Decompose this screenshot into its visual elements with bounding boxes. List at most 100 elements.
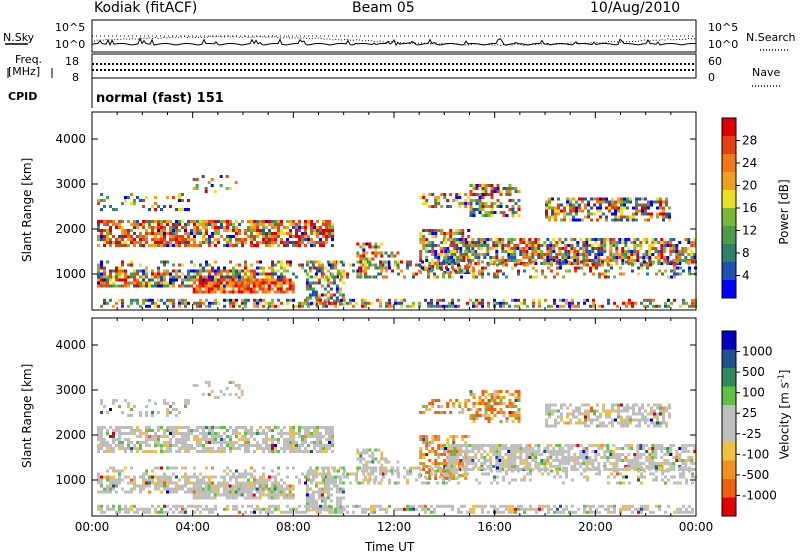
- power-cell: [210, 290, 214, 294]
- velocity-cell: [145, 435, 148, 438]
- velocity-cell: [103, 444, 106, 447]
- power-cell: [346, 272, 349, 276]
- power-cell: [219, 184, 223, 187]
- power-cell: [558, 250, 562, 253]
- power-cell: [439, 298, 442, 302]
- power-cell: [646, 298, 649, 302]
- power-cell: [241, 238, 244, 241]
- power-cell: [691, 304, 694, 308]
- power-cell: [316, 235, 319, 238]
- velocity-cell: [127, 490, 130, 494]
- power-cell: [514, 263, 517, 267]
- power-cell: [457, 266, 460, 270]
- power-cell: [222, 290, 226, 294]
- power-cell: [510, 250, 514, 253]
- power-cell: [374, 245, 378, 249]
- power-cell: [563, 218, 566, 222]
- velocity-cell: [124, 475, 127, 479]
- velocity-cell: [675, 459, 679, 462]
- power-cell: [481, 266, 484, 270]
- power-cell: [271, 235, 274, 238]
- velocity-cell: [232, 447, 235, 450]
- power-cell: [640, 301, 643, 305]
- velocity-cell: [606, 468, 610, 471]
- power-cell: [301, 263, 304, 267]
- velocity-cell: [519, 453, 523, 456]
- power-cell: [484, 184, 488, 187]
- power-cell: [289, 235, 292, 238]
- velocity-cell: [519, 444, 523, 447]
- velocity-cell: [166, 426, 169, 429]
- velocity-cell: [675, 450, 679, 453]
- power-cell: [163, 220, 166, 223]
- velocity-cell: [684, 450, 688, 453]
- velocity-cell: [213, 490, 217, 494]
- velocity-cell: [154, 481, 157, 485]
- velocity-cell: [211, 435, 214, 438]
- power-cell: [320, 293, 324, 297]
- power-cell: [364, 263, 367, 267]
- power-cell: [436, 260, 439, 264]
- power-cell: [505, 205, 509, 208]
- power-cell: [229, 304, 232, 308]
- velocity-cell: [268, 478, 271, 482]
- velocity-cell: [115, 438, 118, 441]
- power-cell: [505, 193, 509, 196]
- velocity-cell: [490, 405, 494, 408]
- power-cell: [644, 218, 647, 222]
- velocity-cell: [178, 484, 181, 488]
- power-cell: [124, 244, 127, 247]
- power-cell: [556, 260, 559, 264]
- velocity-cell: [636, 459, 640, 462]
- power-cell: [525, 241, 529, 244]
- velocity-cell: [314, 505, 318, 509]
- power-cell: [175, 208, 178, 211]
- power-cell: [598, 304, 601, 308]
- power-cell: [457, 304, 460, 308]
- velocity-cell: [555, 459, 559, 462]
- power-cell: [645, 253, 649, 256]
- power-cell: [157, 281, 160, 285]
- velocity-cell: [301, 426, 304, 429]
- power-cell: [468, 241, 472, 244]
- power-cell: [163, 235, 166, 238]
- power-cell: [154, 244, 157, 247]
- velocity-cell: [594, 444, 598, 447]
- velocity-cell: [326, 481, 330, 485]
- velocity-cell: [240, 490, 244, 494]
- velocity-cell: [338, 490, 342, 494]
- power-cell: [618, 241, 622, 244]
- velocity-cell: [434, 459, 438, 462]
- power-cell: [169, 205, 172, 208]
- power-cell: [455, 196, 459, 199]
- velocity-cell: [133, 484, 136, 488]
- power-cell: [184, 301, 187, 305]
- power-cell: [211, 232, 214, 235]
- power-cell: [166, 269, 169, 273]
- power-cell: [654, 241, 658, 244]
- velocity-cell: [517, 396, 521, 399]
- power-cell: [256, 229, 259, 232]
- power-cell: [247, 226, 250, 229]
- power-cell: [193, 223, 196, 226]
- velocity-cell: [552, 450, 556, 453]
- power-cell: [289, 263, 292, 267]
- power-cell: [376, 298, 379, 302]
- power-cell: [130, 229, 133, 232]
- power-cell: [256, 220, 259, 223]
- power-cell: [322, 304, 325, 308]
- power-cell: [377, 251, 381, 255]
- velocity-cell: [277, 441, 280, 444]
- velocity-cell: [455, 450, 459, 453]
- power-cell: [481, 184, 485, 187]
- power-cell: [495, 238, 499, 241]
- velocity-cell: [323, 490, 327, 494]
- velocity-cell: [528, 456, 532, 459]
- velocity-cell: [584, 412, 587, 416]
- velocity-cell: [624, 456, 628, 459]
- noise-tick-top-left: 10^5: [55, 21, 86, 34]
- power-cell: [627, 253, 631, 256]
- power-cell: [492, 241, 496, 244]
- power-cell: [341, 272, 345, 276]
- power-cell: [538, 298, 541, 302]
